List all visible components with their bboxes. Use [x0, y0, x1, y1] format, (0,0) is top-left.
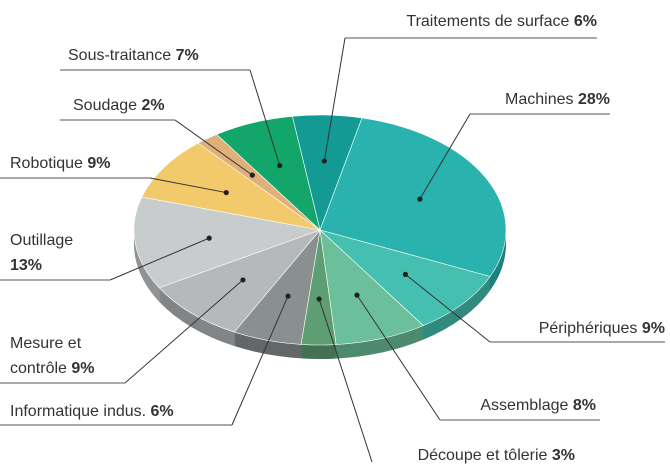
leader-line — [419, 113, 471, 200]
category-name: Soudage — [73, 97, 138, 114]
slice — [141, 142, 321, 231]
leader-line — [124, 279, 244, 384]
slice-label: Traitements de surface 6% — [406, 9, 597, 34]
slice — [158, 229, 321, 333]
slice-label: Découpe et tôlerie 3% — [418, 443, 575, 468]
slice — [319, 229, 424, 345]
leader-dot — [417, 196, 423, 202]
leader-dot — [402, 271, 409, 277]
slice — [319, 117, 507, 277]
leader-dot — [277, 163, 283, 169]
slice-label: Outillage 13% — [10, 228, 90, 278]
category-name: Outillage — [10, 232, 74, 249]
slice-label: Périphériques 9% — [539, 316, 665, 341]
slice-label: Informatique indus. 6% — [10, 399, 174, 424]
leader-line — [109, 237, 210, 281]
value-label: 7% — [175, 47, 199, 64]
slice — [319, 229, 491, 326]
leader-line — [405, 274, 491, 343]
value-label: 9% — [641, 320, 665, 337]
slice-label: Machines 28% — [505, 87, 610, 112]
leader-dot — [285, 293, 291, 299]
leader-dot — [321, 158, 327, 164]
value-label: 9% — [87, 155, 111, 172]
leader-line — [174, 119, 253, 176]
slice-label: Robotique 9% — [10, 151, 111, 176]
category-name: Traitements de surface — [406, 13, 570, 30]
value-label: 13% — [10, 257, 43, 274]
leader-dot — [249, 172, 255, 178]
category-name: Robotique — [10, 155, 83, 172]
leader-line — [356, 294, 441, 421]
leader-dot — [354, 292, 360, 298]
slice — [216, 115, 321, 231]
category-name: Informatique indus. — [10, 403, 147, 420]
category-name: Machines — [505, 91, 574, 108]
leader-dot — [316, 296, 322, 302]
value-label: 2% — [141, 97, 165, 114]
leader-line — [249, 69, 281, 166]
category-name: Mesure et contrôle — [10, 335, 82, 377]
leader-dot — [240, 277, 246, 283]
slice-label: Soudage 2% — [73, 93, 165, 118]
category-name: Assemblage — [480, 397, 569, 414]
category-name: Sous-traitance — [68, 47, 172, 64]
leader-dot — [223, 189, 229, 196]
slice — [133, 196, 322, 289]
slice-label: Sous-traitance 7% — [68, 43, 199, 68]
value-label: 3% — [551, 447, 575, 464]
leader-line — [231, 295, 289, 426]
slice-label: Assemblage 8% — [480, 393, 596, 418]
leader-dot — [206, 235, 212, 241]
value-label: 8% — [572, 397, 596, 414]
value-label: 6% — [150, 403, 174, 420]
leader-line — [149, 177, 227, 194]
value-label: 9% — [71, 360, 95, 377]
leader-line — [323, 37, 346, 162]
slice-label: Mesure et contrôle 9% — [10, 331, 122, 381]
category-name: Découpe et tôlerie — [417, 447, 548, 464]
value-label: 6% — [573, 13, 597, 30]
leader-line — [318, 298, 373, 463]
category-name: Périphériques — [538, 320, 638, 337]
value-label: 28% — [577, 91, 610, 108]
